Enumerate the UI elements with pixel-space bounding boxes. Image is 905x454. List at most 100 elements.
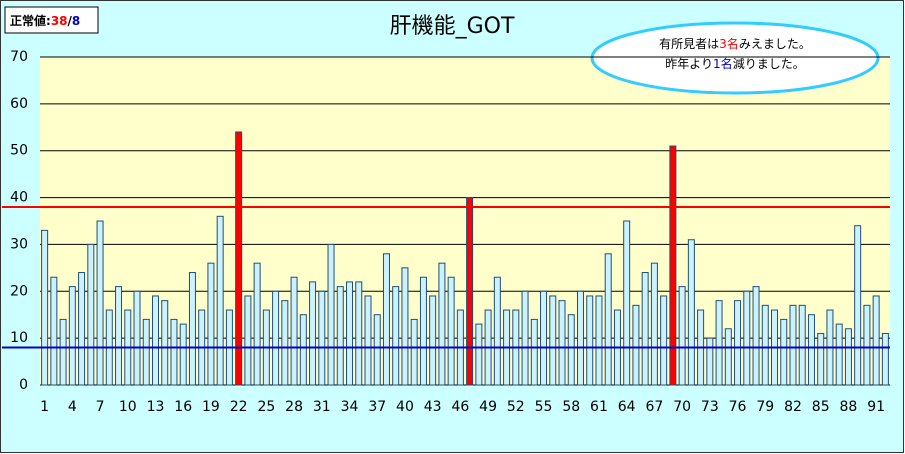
badge-prefix: 正常値: [10, 13, 51, 28]
bar [466, 197, 474, 386]
bar [87, 243, 95, 386]
bar [715, 300, 723, 386]
bar [179, 323, 187, 386]
bar [724, 328, 732, 386]
bar [309, 281, 317, 386]
bar [817, 332, 825, 386]
x-tick-label: 40 [396, 399, 414, 415]
badge-value: 38 [51, 14, 68, 28]
chart-title: 肝機能_GOT [390, 14, 515, 39]
bar [299, 314, 307, 386]
annotation-segment: 1名 [713, 56, 733, 71]
bar [133, 290, 141, 386]
y-tick-label: 20 [10, 283, 28, 299]
x-tick-label: 25 [257, 399, 275, 415]
bar [530, 318, 538, 386]
x-tick-label: 28 [285, 399, 303, 415]
annotation-segment: 3名 [719, 36, 739, 51]
bar [854, 225, 862, 386]
annotation-segment: みえました。 [739, 37, 811, 51]
bar [734, 300, 742, 386]
bar [687, 239, 695, 386]
bar [59, 318, 67, 386]
bar [336, 286, 344, 386]
badge-text: 正常値:38/8 [10, 13, 80, 28]
bar [595, 295, 603, 386]
bar [586, 295, 594, 386]
bar [429, 295, 437, 386]
bar [807, 314, 815, 386]
annotation-text: 昨年より1名減りました。 [665, 56, 804, 71]
x-tick-label: 13 [147, 399, 165, 415]
bar [364, 295, 372, 386]
bar [540, 290, 548, 386]
x-tick-label: 16 [174, 399, 192, 415]
bar [576, 290, 584, 386]
x-tick-label: 55 [535, 399, 553, 415]
bar [392, 286, 400, 386]
bar [752, 286, 760, 386]
x-tick-label: 46 [451, 399, 469, 415]
bar [844, 328, 852, 386]
x-tick-label: 22 [230, 399, 248, 415]
x-tick-label: 61 [590, 399, 608, 415]
x-tick-label: 73 [701, 399, 719, 415]
bar [318, 290, 326, 386]
bar [475, 323, 483, 386]
y-tick-label: 10 [10, 330, 28, 346]
bar [216, 215, 224, 386]
bar [373, 314, 381, 386]
bar [253, 262, 261, 386]
x-tick-label: 19 [202, 399, 220, 415]
bar [706, 337, 714, 386]
bar [641, 272, 649, 386]
bar [41, 229, 49, 386]
bar [346, 281, 354, 386]
y-tick-label: 60 [10, 96, 28, 112]
bar [881, 332, 889, 386]
bar [68, 286, 76, 386]
badge-separator: / [68, 14, 73, 28]
annotation-segment: 有所見者は [659, 37, 719, 51]
bar [863, 304, 871, 386]
bar [170, 318, 178, 386]
x-tick-label: 88 [840, 399, 858, 415]
annotation-segment: 昨年より [665, 57, 713, 71]
bar [355, 281, 363, 386]
bar [272, 290, 280, 386]
bar [188, 272, 196, 386]
x-tick-label: 34 [341, 399, 359, 415]
x-tick-label: 4 [68, 399, 77, 415]
bar [401, 267, 409, 386]
bar [798, 304, 806, 386]
x-tick-label: 70 [673, 399, 691, 415]
y-tick-label: 50 [10, 143, 28, 159]
annotation-text: 有所見者は3名みえました。 [659, 36, 811, 51]
bar [650, 262, 658, 386]
bar [382, 253, 390, 386]
bar [660, 295, 668, 386]
y-tick-label: 30 [10, 236, 28, 252]
bar [207, 262, 215, 386]
bar [142, 318, 150, 386]
bar [493, 276, 501, 386]
badge-value: 8 [72, 14, 80, 28]
bar [558, 300, 566, 386]
bar [549, 295, 557, 386]
bar [789, 304, 797, 386]
x-tick-label: 1 [40, 399, 49, 415]
y-tick-label: 70 [10, 49, 28, 65]
bar [447, 276, 455, 386]
bar [521, 290, 529, 386]
x-tick-label: 58 [562, 399, 580, 415]
y-tick-label: 40 [10, 190, 28, 206]
x-tick-label: 79 [756, 399, 774, 415]
bar [743, 290, 751, 386]
annotation-bubble [590, 21, 880, 95]
x-tick-label: 31 [313, 399, 331, 415]
bar [78, 272, 86, 386]
bar [410, 318, 418, 386]
bar [50, 276, 58, 386]
bar [678, 286, 686, 386]
